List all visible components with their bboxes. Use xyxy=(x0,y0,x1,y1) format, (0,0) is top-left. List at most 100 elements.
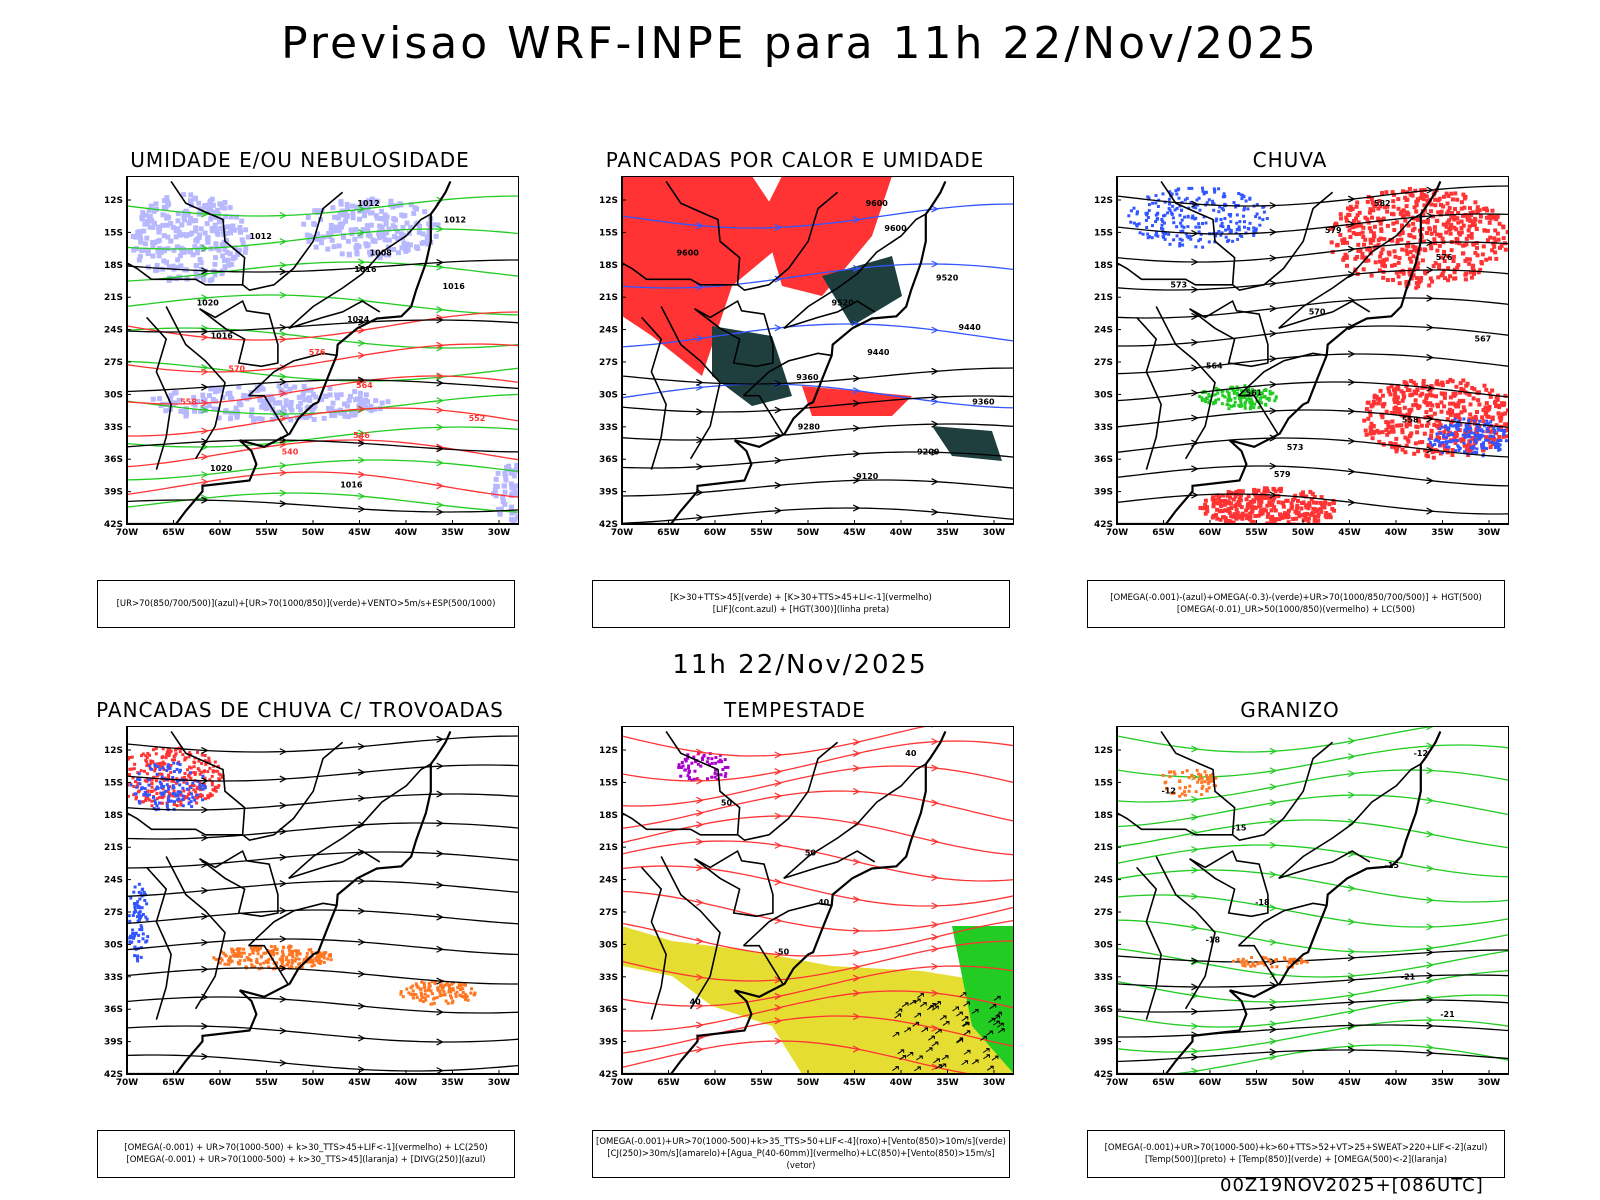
thunder-blue-area xyxy=(156,765,160,769)
humidity-blue-fill xyxy=(237,225,243,230)
streamline-arrow xyxy=(436,306,444,314)
rain-red-area xyxy=(1447,408,1452,413)
rain-red-area xyxy=(1460,251,1465,256)
rain-green-area xyxy=(1257,406,1261,409)
humidity-blue-fill xyxy=(212,226,217,232)
rain-green-area xyxy=(1257,391,1261,395)
map-content: -12-12-15-15-18-18-21-21 xyxy=(1117,726,1509,1074)
rain-red-area xyxy=(1365,400,1370,405)
contour-label: 9120 xyxy=(856,472,879,481)
rain-red-area xyxy=(1405,251,1410,256)
rain-blue-area xyxy=(1163,232,1167,236)
rain-red-area xyxy=(1386,430,1391,435)
rain-green-area xyxy=(1243,384,1247,388)
rain-red-area xyxy=(1425,423,1429,428)
thunder-orange-area xyxy=(410,993,414,997)
rain-red-area xyxy=(1394,449,1399,454)
streamline-arrow xyxy=(201,806,209,814)
border-line xyxy=(1232,741,1334,842)
lon-tick-label: 60W xyxy=(209,528,232,538)
thunder-blue-area xyxy=(146,935,150,939)
omega-orange-area xyxy=(1242,961,1246,965)
temp850-contour xyxy=(1117,947,1509,978)
rain-blue-area xyxy=(1180,218,1184,222)
thunder-orange-area xyxy=(401,995,405,999)
rain-blue-area xyxy=(1254,227,1258,231)
rain-red-area xyxy=(1448,223,1453,228)
storm-purple-area xyxy=(724,772,728,776)
thunder-orange-area xyxy=(324,951,328,955)
rain-red-area xyxy=(1414,209,1419,214)
streamline-arrow xyxy=(357,258,366,266)
streamline-arrow xyxy=(1269,841,1278,849)
thunder-orange-area xyxy=(432,997,436,1001)
thunder-red-area xyxy=(184,756,188,760)
rain-red-area xyxy=(1468,412,1473,417)
streamline-arrow xyxy=(201,438,209,446)
humidity-blue-fill xyxy=(426,221,432,227)
lon-tick-label: 30W xyxy=(488,528,511,538)
rain-red-area xyxy=(1465,217,1470,222)
rain-red-area xyxy=(1467,392,1472,397)
rain-green-area xyxy=(1223,395,1227,399)
humidity-blue-fill xyxy=(145,251,151,256)
thunder-red-area xyxy=(172,803,176,806)
humidity-blue-fill xyxy=(508,481,514,487)
rain-red-area xyxy=(1212,498,1217,503)
rain-red-area xyxy=(1409,192,1414,196)
streamline-arrow xyxy=(1191,983,1199,991)
storm-purple-area xyxy=(687,766,691,770)
thunder-orange-area xyxy=(434,980,438,984)
humidity-blue-fill xyxy=(394,228,400,234)
thunder-blue-area xyxy=(178,783,182,787)
rain-red-area xyxy=(1280,515,1285,520)
humidity-blue-fill xyxy=(208,246,214,252)
lc250-streamline xyxy=(127,909,519,925)
rain-green-area xyxy=(1244,400,1247,404)
thunder-orange-area xyxy=(447,983,451,987)
rain-red-area xyxy=(1356,220,1361,225)
thunder-red-area xyxy=(192,788,196,792)
lon-tick-label: 40W xyxy=(890,528,913,538)
humidity-blue-fill xyxy=(193,195,199,201)
humidity-blue-fill xyxy=(363,392,369,398)
rain-red-area xyxy=(1497,435,1502,439)
contour-label: 9360 xyxy=(796,373,819,382)
rain-blue-area xyxy=(1489,420,1493,424)
thunder-orange-area xyxy=(436,988,440,992)
humidity-blue-fill xyxy=(164,195,170,201)
humidity-blue-fill xyxy=(207,200,213,206)
thunder-red-area xyxy=(208,766,212,770)
rain-red-area xyxy=(1221,515,1226,520)
thickness-red-contour xyxy=(127,343,519,373)
rain-red-area xyxy=(1409,379,1414,383)
rain-blue-area xyxy=(1252,226,1256,230)
convection-teal-area xyxy=(822,256,902,326)
thunder-red-area xyxy=(189,776,193,780)
rain-red-area xyxy=(1338,232,1343,237)
streamline-arrow xyxy=(696,1002,704,1010)
humidity-blue-fill xyxy=(236,400,242,406)
rain-red-area xyxy=(1310,511,1315,516)
lon-tick-label: 35W xyxy=(936,1078,959,1088)
streamline-arrow xyxy=(774,992,783,1000)
thunder-blue-area xyxy=(154,801,157,805)
thunder-orange-area xyxy=(322,960,326,964)
thunder-blue-area xyxy=(196,793,200,797)
thunder-orange-area xyxy=(443,992,447,996)
thunder-orange-area xyxy=(298,962,302,966)
thunder-orange-area xyxy=(291,951,295,955)
rain-red-area xyxy=(1339,216,1343,221)
rain-green-area xyxy=(1257,399,1261,403)
thunder-orange-area xyxy=(311,960,315,964)
rain-red-area xyxy=(1202,505,1207,510)
rain-blue-area xyxy=(1173,208,1177,212)
coastline xyxy=(622,180,947,524)
storm-purple-area xyxy=(718,753,722,757)
thunder-blue-area xyxy=(177,797,181,801)
streamline-arrow xyxy=(1269,783,1278,791)
wind-vector xyxy=(941,1055,949,1060)
rain-red-area xyxy=(1307,501,1312,506)
thunder-blue-area xyxy=(161,793,164,796)
thunder-red-area xyxy=(208,778,212,782)
